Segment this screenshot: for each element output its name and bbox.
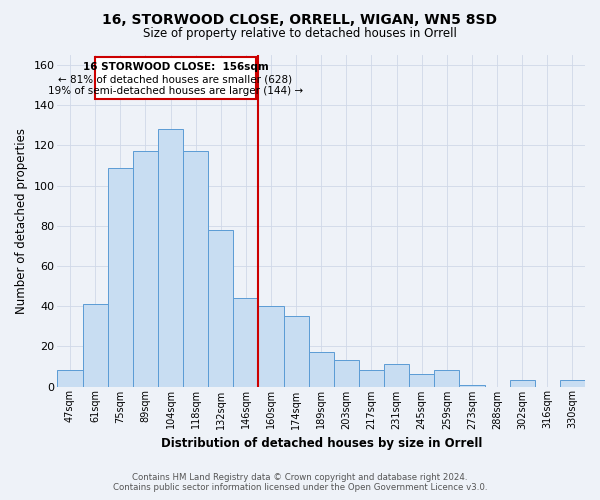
- Bar: [359, 370, 384, 386]
- Bar: [83, 304, 108, 386]
- Bar: [183, 152, 208, 386]
- Bar: [560, 380, 585, 386]
- Bar: [409, 374, 434, 386]
- Bar: [509, 380, 535, 386]
- Text: 16, STORWOOD CLOSE, ORRELL, WIGAN, WN5 8SD: 16, STORWOOD CLOSE, ORRELL, WIGAN, WN5 8…: [103, 12, 497, 26]
- Bar: [460, 384, 485, 386]
- Bar: [259, 306, 284, 386]
- Text: Contains HM Land Registry data © Crown copyright and database right 2024.
Contai: Contains HM Land Registry data © Crown c…: [113, 473, 487, 492]
- X-axis label: Distribution of detached houses by size in Orrell: Distribution of detached houses by size …: [161, 437, 482, 450]
- Bar: [384, 364, 409, 386]
- Bar: [233, 298, 259, 386]
- Text: 19% of semi-detached houses are larger (144) →: 19% of semi-detached houses are larger (…: [48, 86, 303, 96]
- Bar: [208, 230, 233, 386]
- Text: Size of property relative to detached houses in Orrell: Size of property relative to detached ho…: [143, 28, 457, 40]
- Bar: [334, 360, 359, 386]
- Text: ← 81% of detached houses are smaller (628): ← 81% of detached houses are smaller (62…: [58, 74, 293, 84]
- Y-axis label: Number of detached properties: Number of detached properties: [15, 128, 28, 314]
- Bar: [58, 370, 83, 386]
- Text: 16 STORWOOD CLOSE:  156sqm: 16 STORWOOD CLOSE: 156sqm: [83, 62, 268, 72]
- Bar: [158, 130, 183, 386]
- Bar: [434, 370, 460, 386]
- FancyBboxPatch shape: [95, 57, 256, 99]
- Bar: [108, 168, 133, 386]
- Bar: [308, 352, 334, 386]
- Bar: [133, 152, 158, 386]
- Bar: [284, 316, 308, 386]
